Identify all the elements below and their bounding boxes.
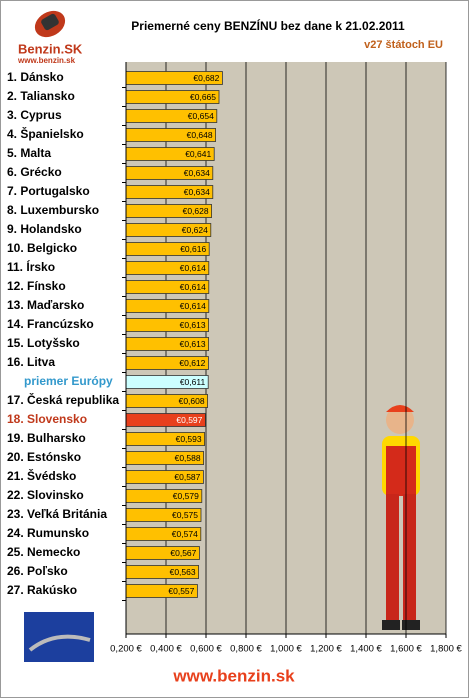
- value-label: €0,616: [180, 244, 206, 254]
- y-tick-label: 24. Rumunsko: [7, 526, 89, 540]
- y-tick-label: 27. Rakúsko: [7, 583, 77, 597]
- footer: www.benzin.sk: [172, 666, 295, 685]
- value-label: €0,614: [180, 263, 206, 273]
- value-label: €0,641: [185, 149, 211, 159]
- value-label: €0,624: [182, 225, 208, 235]
- value-label: €0,634: [184, 187, 210, 197]
- value-label: €0,575: [172, 510, 198, 520]
- value-label: €0,597: [176, 415, 202, 425]
- x-tick-label: 1,000 €: [270, 644, 302, 655]
- value-label: €0,613: [180, 339, 206, 349]
- y-tick-label: 16. Litva: [7, 355, 55, 369]
- value-label: €0,648: [187, 130, 213, 140]
- y-tick-label: 3. Cyprus: [7, 108, 62, 122]
- x-tick-label: 1,200 €: [310, 644, 342, 655]
- y-tick-label: 12. Fínsko: [7, 279, 66, 293]
- y-tick-label: 2. Taliansko: [7, 89, 75, 103]
- y-tick-label: 9. Holandsko: [7, 222, 82, 236]
- y-tick-label: 6. Grécko: [7, 165, 62, 179]
- y-tick-label: 17. Česká republika: [7, 392, 119, 407]
- y-tick-label: priemer Európy: [24, 374, 113, 388]
- value-label: €0,614: [180, 282, 206, 292]
- y-tick-label: 19. Bulharsko: [7, 431, 86, 445]
- x-tick-label: 0,400 €: [150, 644, 182, 655]
- value-label: €0,557: [168, 586, 194, 596]
- y-tick-label: 10. Belgicko: [7, 241, 77, 255]
- y-tick-label: 4. Španielsko: [7, 126, 84, 141]
- value-label: €0,665: [190, 92, 216, 102]
- logo-icon: [34, 10, 66, 38]
- y-tick-label: 14. Francúzsko: [7, 317, 94, 331]
- y-tick-label: 26. Poľsko: [7, 564, 68, 578]
- value-label: €0,567: [170, 548, 196, 558]
- value-label: €0,613: [180, 320, 206, 330]
- y-tick-label: 15. Lotyšsko: [7, 336, 80, 350]
- y-tick-label: 18. Slovensko: [7, 412, 87, 426]
- x-tick-label: 0,600 €: [190, 644, 222, 655]
- x-tick-label: 1,400 €: [350, 644, 382, 655]
- y-tick-label: 1. Dánsko: [7, 70, 64, 84]
- y-tick-label: 20. Estónsko: [7, 450, 81, 464]
- chart-title: Priemerné ceny BENZÍNU bez dane k 21.02.…: [131, 18, 405, 33]
- y-tick-label: 11. Írsko: [7, 259, 55, 274]
- value-label: €0,614: [180, 301, 206, 311]
- y-tick-label: 7. Portugalsko: [7, 184, 90, 198]
- value-label: €0,628: [183, 206, 209, 216]
- y-tick-label: 23. Veľká Británia: [7, 507, 107, 521]
- value-label: €0,587: [174, 472, 200, 482]
- value-label: €0,634: [184, 168, 210, 178]
- value-label: €0,611: [180, 377, 206, 387]
- value-label: €0,574: [172, 529, 198, 539]
- value-label: €0,654: [188, 111, 214, 121]
- value-label: €0,608: [179, 396, 205, 406]
- value-label: €0,588: [175, 453, 201, 463]
- y-tick-label: 13. Maďarsko: [7, 298, 84, 312]
- y-tick-label: 25. Nemecko: [7, 545, 80, 559]
- value-label: €0,563: [170, 567, 196, 577]
- x-tick-label: 1,800 €: [430, 644, 462, 655]
- y-tick-label: 5. Malta: [7, 146, 51, 160]
- chart-subtitle: v27 štátoch EU: [364, 39, 443, 51]
- y-tick-label: 22. Slovinsko: [7, 488, 84, 502]
- x-tick-label: 1,600 €: [390, 644, 422, 655]
- value-label: €0,579: [173, 491, 199, 501]
- y-tick-label: 21. Švédsko: [7, 468, 76, 483]
- y-tick-label: 8. Luxembursko: [7, 203, 99, 217]
- x-tick-label: 0,200 €: [110, 644, 142, 655]
- logo: Benzin.SK: [18, 41, 83, 56]
- eu-flag: [24, 612, 94, 662]
- logo-url: www.benzin.sk: [17, 56, 76, 65]
- value-label: €0,593: [176, 434, 202, 444]
- x-tick-label: 0,800 €: [230, 644, 262, 655]
- value-label: €0,612: [179, 358, 205, 368]
- value-label: €0,682: [193, 73, 219, 83]
